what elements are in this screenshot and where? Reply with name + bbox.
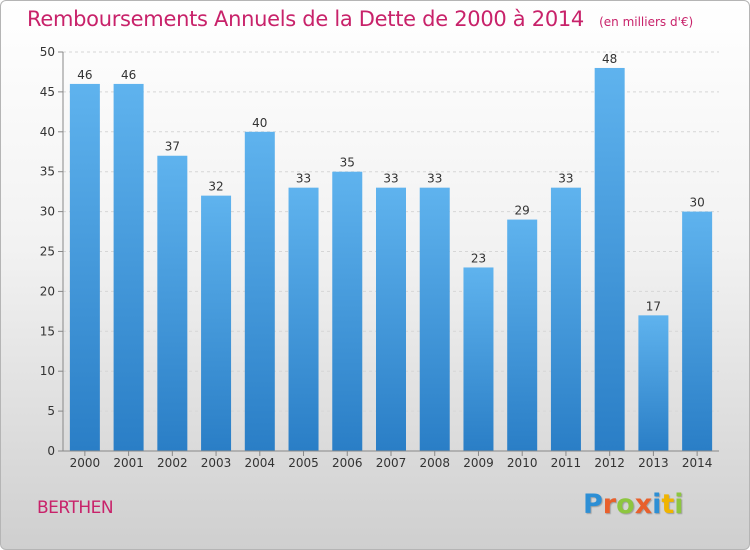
ytick-label-40: 40 <box>40 125 55 139</box>
ytick-label-30: 30 <box>40 205 55 219</box>
logo-letter: i <box>652 489 662 520</box>
xtick-label-2001: 2001 <box>113 456 144 470</box>
value-label-2006: 35 <box>340 156 355 170</box>
bar-2000 <box>69 83 100 452</box>
ytick-label-35: 35 <box>40 165 55 179</box>
xtick-label-2004: 2004 <box>245 456 276 470</box>
bar-2012 <box>594 67 625 452</box>
logo-letter: x <box>634 489 653 520</box>
value-label-2001: 46 <box>121 68 136 82</box>
bar-2006 <box>332 171 363 451</box>
bar-2004 <box>244 131 275 452</box>
logo-letter: r <box>602 489 617 520</box>
xtick-label-2010: 2010 <box>507 456 538 470</box>
commune-name: BERTHEN <box>37 498 114 518</box>
bar-2010 <box>507 219 538 451</box>
bar-2002 <box>157 155 188 452</box>
ytick-label-15: 15 <box>40 324 55 338</box>
title-row: Remboursements Annuels de la Dette de 20… <box>27 7 693 31</box>
logo-letter: o <box>616 489 635 520</box>
ytick-label-20: 20 <box>40 284 55 298</box>
axis-layer: 0 5 10 15 20 25 30 35 40 45 50 2000 2001 2002 2003 2004… <box>40 45 719 470</box>
value-label-2011: 33 <box>558 172 573 186</box>
bar-2008 <box>419 187 450 451</box>
xtick-label-2007: 2007 <box>376 456 407 470</box>
chart-subtitle: (en milliers d'€) <box>599 15 694 29</box>
xtick-label-2008: 2008 <box>419 456 450 470</box>
xtick-label-2012: 2012 <box>594 456 625 470</box>
xtick-label-2002: 2002 <box>157 456 188 470</box>
value-label-2014: 30 <box>689 196 704 210</box>
value-label-2004: 40 <box>252 116 267 130</box>
value-label-2002: 37 <box>165 140 180 154</box>
value-label-2005: 33 <box>296 172 311 186</box>
value-label-2010: 29 <box>515 204 530 218</box>
bar-2014 <box>682 211 713 451</box>
value-label-2012: 48 <box>602 52 617 66</box>
ytick-label-50: 50 <box>40 45 55 59</box>
ytick-label-25: 25 <box>40 245 55 259</box>
value-label-2009: 23 <box>471 251 486 265</box>
bar-2005 <box>288 187 319 451</box>
bar-2011 <box>550 187 581 451</box>
xtick-label-2000: 2000 <box>70 456 101 470</box>
ytick-label-10: 10 <box>40 364 55 378</box>
logo-letter: i <box>674 489 684 520</box>
xtick-label-2005: 2005 <box>288 456 319 470</box>
bar-layer: 46 46 37 32 40 33 35 33 33 23 29 33 48 17 30 <box>69 52 713 452</box>
ytick-label-0: 0 <box>47 444 55 458</box>
value-label-2003: 32 <box>208 180 223 194</box>
ytick-label-45: 45 <box>40 85 55 99</box>
xtick-label-2013: 2013 <box>638 456 669 470</box>
value-label-2000: 46 <box>77 68 92 82</box>
value-label-2013: 17 <box>646 299 661 313</box>
bar-2013 <box>638 315 669 451</box>
bar-2001 <box>113 83 144 452</box>
xtick-label-2014: 2014 <box>682 456 713 470</box>
proxiti-logo[interactable]: Proxiti <box>583 489 684 520</box>
xtick-label-2003: 2003 <box>201 456 232 470</box>
value-label-2007: 33 <box>383 172 398 186</box>
xtick-label-2011: 2011 <box>551 456 582 470</box>
xtick-label-2006: 2006 <box>332 456 363 470</box>
ytick-label-5: 5 <box>47 404 55 418</box>
value-label-2008: 33 <box>427 172 442 186</box>
bar-2009 <box>463 267 494 451</box>
chart-title: Remboursements Annuels de la Dette de 20… <box>27 7 584 31</box>
logo-letter: P <box>583 489 603 520</box>
bar-2007 <box>376 187 406 451</box>
xtick-label-2009: 2009 <box>463 456 494 470</box>
logo-letter: t <box>661 489 675 520</box>
bar-2003 <box>201 195 232 451</box>
